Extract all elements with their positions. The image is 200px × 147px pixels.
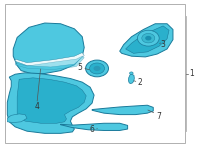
Text: 5: 5 bbox=[78, 63, 83, 72]
Polygon shape bbox=[128, 74, 134, 84]
Polygon shape bbox=[13, 23, 84, 74]
Polygon shape bbox=[15, 56, 84, 70]
Polygon shape bbox=[120, 24, 173, 57]
Polygon shape bbox=[61, 123, 128, 131]
Polygon shape bbox=[17, 78, 86, 123]
Polygon shape bbox=[7, 114, 27, 123]
Text: 3: 3 bbox=[161, 40, 166, 49]
Circle shape bbox=[86, 60, 108, 77]
Text: 4: 4 bbox=[34, 102, 39, 111]
Text: 7: 7 bbox=[157, 112, 162, 121]
Circle shape bbox=[137, 30, 159, 46]
Polygon shape bbox=[15, 53, 84, 67]
Circle shape bbox=[93, 66, 101, 71]
Circle shape bbox=[130, 72, 133, 75]
Polygon shape bbox=[126, 26, 169, 53]
Text: 1: 1 bbox=[189, 69, 194, 78]
Circle shape bbox=[90, 63, 105, 74]
Circle shape bbox=[145, 36, 151, 40]
Polygon shape bbox=[7, 73, 94, 133]
Circle shape bbox=[142, 33, 155, 43]
Text: 6: 6 bbox=[90, 125, 95, 134]
Polygon shape bbox=[92, 105, 153, 115]
Text: 2: 2 bbox=[137, 78, 142, 87]
